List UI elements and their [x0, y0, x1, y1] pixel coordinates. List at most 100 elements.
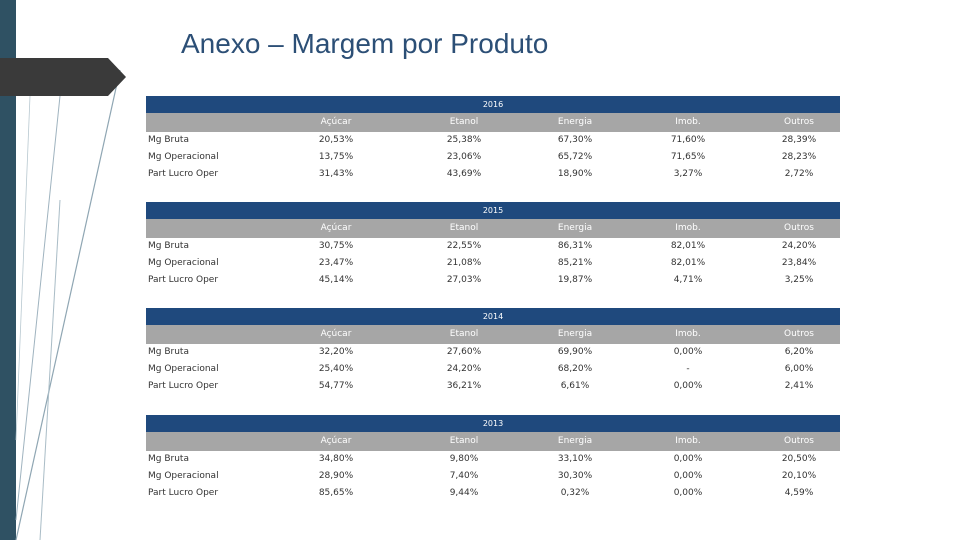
- year-header: 2016: [146, 96, 840, 113]
- column-header-row: Açúcar Etanol Energia Imob. Outros: [146, 432, 840, 451]
- table-cell: 20,50%: [781, 454, 817, 464]
- table-cell: 0,00%: [673, 381, 703, 391]
- table-row: Part Lucro Oper 85,65% 9,44% 0,32% 0,00%…: [146, 485, 840, 502]
- table-cell: 0,00%: [673, 347, 703, 357]
- table-cell: 20,10%: [781, 471, 817, 481]
- table-cell: 31,43%: [318, 169, 354, 179]
- table-row: Mg Bruta 20,53% 25,38% 67,30% 71,60% 28,…: [146, 132, 840, 149]
- column-header: Açúcar: [320, 329, 352, 339]
- row-label: Mg Bruta: [148, 454, 189, 464]
- table-row: Mg Operacional 23,47% 21,08% 85,21% 82,0…: [146, 255, 840, 272]
- table-cell: 4,59%: [784, 488, 814, 498]
- table-cell: 20,53%: [318, 135, 354, 145]
- column-header: Outros: [783, 436, 814, 446]
- column-header: Etanol: [449, 223, 479, 233]
- column-header: Etanol: [449, 329, 479, 339]
- table-cell: 24,20%: [781, 241, 817, 251]
- column-header: Açúcar: [320, 436, 352, 446]
- column-header: Outros: [783, 329, 814, 339]
- table-cell: 45,14%: [318, 275, 354, 285]
- table-cell: 0,32%: [560, 488, 590, 498]
- table-cell: 27,60%: [446, 347, 482, 357]
- row-label: Part Lucro Oper: [148, 381, 219, 391]
- table-cell: 22,55%: [446, 241, 482, 251]
- table-cell: 67,30%: [557, 135, 593, 145]
- table-row: Part Lucro Oper 45,14% 27,03% 19,87% 4,7…: [146, 272, 840, 289]
- column-header-row: Açúcar Etanol Energia Imob. Outros: [146, 325, 840, 344]
- table-block: 2014 Açúcar Etanol Energia Imob. Outros …: [146, 308, 840, 395]
- table-cell: 0,00%: [673, 488, 703, 498]
- column-header: Etanol: [449, 117, 479, 127]
- table-cell: 32,20%: [318, 347, 354, 357]
- table-cell: 24,20%: [446, 364, 482, 374]
- table-cell: 34,80%: [318, 454, 354, 464]
- table-cell: 43,69%: [446, 169, 482, 179]
- table-cell: 7,40%: [449, 471, 479, 481]
- row-label: Mg Bruta: [148, 135, 189, 145]
- page-title: Anexo – Margem por Produto: [181, 28, 549, 59]
- column-header: Outros: [783, 223, 814, 233]
- table-cell: 3,25%: [784, 275, 814, 285]
- table-cell: 82,01%: [670, 241, 706, 251]
- row-label: Mg Bruta: [148, 241, 189, 251]
- row-label: Part Lucro Oper: [148, 488, 219, 498]
- table-cell: 0,00%: [673, 471, 703, 481]
- table-row: Mg Operacional 13,75% 23,06% 65,72% 71,6…: [146, 149, 840, 166]
- table-cell: 3,27%: [673, 169, 703, 179]
- column-header-row: Açúcar Etanol Energia Imob. Outros: [146, 219, 840, 238]
- column-header: Imob.: [675, 223, 701, 233]
- table-row: Mg Operacional 28,90% 7,40% 30,30% 0,00%…: [146, 468, 840, 485]
- column-header: Energia: [557, 329, 593, 339]
- year-header: 2015: [146, 202, 840, 219]
- table-row: Part Lucro Oper 54,77% 36,21% 6,61% 0,00…: [146, 378, 840, 395]
- row-label: Mg Operacional: [148, 364, 219, 374]
- row-label: Part Lucro Oper: [148, 169, 219, 179]
- table-cell: 25,40%: [318, 364, 354, 374]
- column-header: Etanol: [449, 436, 479, 446]
- sidebar-strip: [0, 0, 16, 540]
- column-header: Imob.: [675, 436, 701, 446]
- table-cell: 9,80%: [449, 454, 479, 464]
- table-cell: 19,87%: [557, 275, 593, 285]
- table-cell: 25,38%: [446, 135, 482, 145]
- table-cell: 85,65%: [318, 488, 354, 498]
- table-cell: 82,01%: [670, 258, 706, 268]
- table-cell: 28,23%: [781, 152, 817, 162]
- table-cell: 54,77%: [318, 381, 354, 391]
- table-cell: 2,72%: [784, 169, 814, 179]
- table-cell: 2,41%: [784, 381, 814, 391]
- column-header: Energia: [557, 223, 593, 233]
- table-cell: -: [686, 364, 690, 374]
- column-header: Açúcar: [320, 223, 352, 233]
- column-header: Imob.: [675, 329, 701, 339]
- row-label: Mg Operacional: [148, 471, 219, 481]
- table-block: 2015 Açúcar Etanol Energia Imob. Outros …: [146, 202, 840, 289]
- table-cell: 33,10%: [557, 454, 593, 464]
- table-row: Mg Bruta 30,75% 22,55% 86,31% 82,01% 24,…: [146, 238, 840, 255]
- row-label: Mg Operacional: [148, 258, 219, 268]
- table-cell: 6,20%: [784, 347, 814, 357]
- row-label: Mg Bruta: [148, 347, 189, 357]
- column-header: Energia: [557, 117, 593, 127]
- table-cell: 68,20%: [557, 364, 593, 374]
- table-cell: 28,39%: [781, 135, 817, 145]
- table-cell: 4,71%: [673, 275, 703, 285]
- table-cell: 0,00%: [673, 454, 703, 464]
- table-cell: 86,31%: [557, 241, 593, 251]
- table-cell: 23,06%: [446, 152, 482, 162]
- column-header: Açúcar: [320, 117, 352, 127]
- row-label: Part Lucro Oper: [148, 275, 219, 285]
- table-cell: 6,00%: [784, 364, 814, 374]
- column-header: Imob.: [675, 117, 701, 127]
- table-cell: 28,90%: [318, 471, 354, 481]
- table-cell: 30,75%: [318, 241, 354, 251]
- table-block: 2016 Açúcar Etanol Energia Imob. Outros …: [146, 96, 840, 183]
- table-cell: 65,72%: [557, 152, 593, 162]
- year-header: 2013: [146, 415, 840, 432]
- table-cell: 23,47%: [318, 258, 354, 268]
- table-cell: 71,60%: [670, 135, 706, 145]
- table-cell: 69,90%: [557, 347, 593, 357]
- column-header: Energia: [557, 436, 593, 446]
- table-cell: 27,03%: [446, 275, 482, 285]
